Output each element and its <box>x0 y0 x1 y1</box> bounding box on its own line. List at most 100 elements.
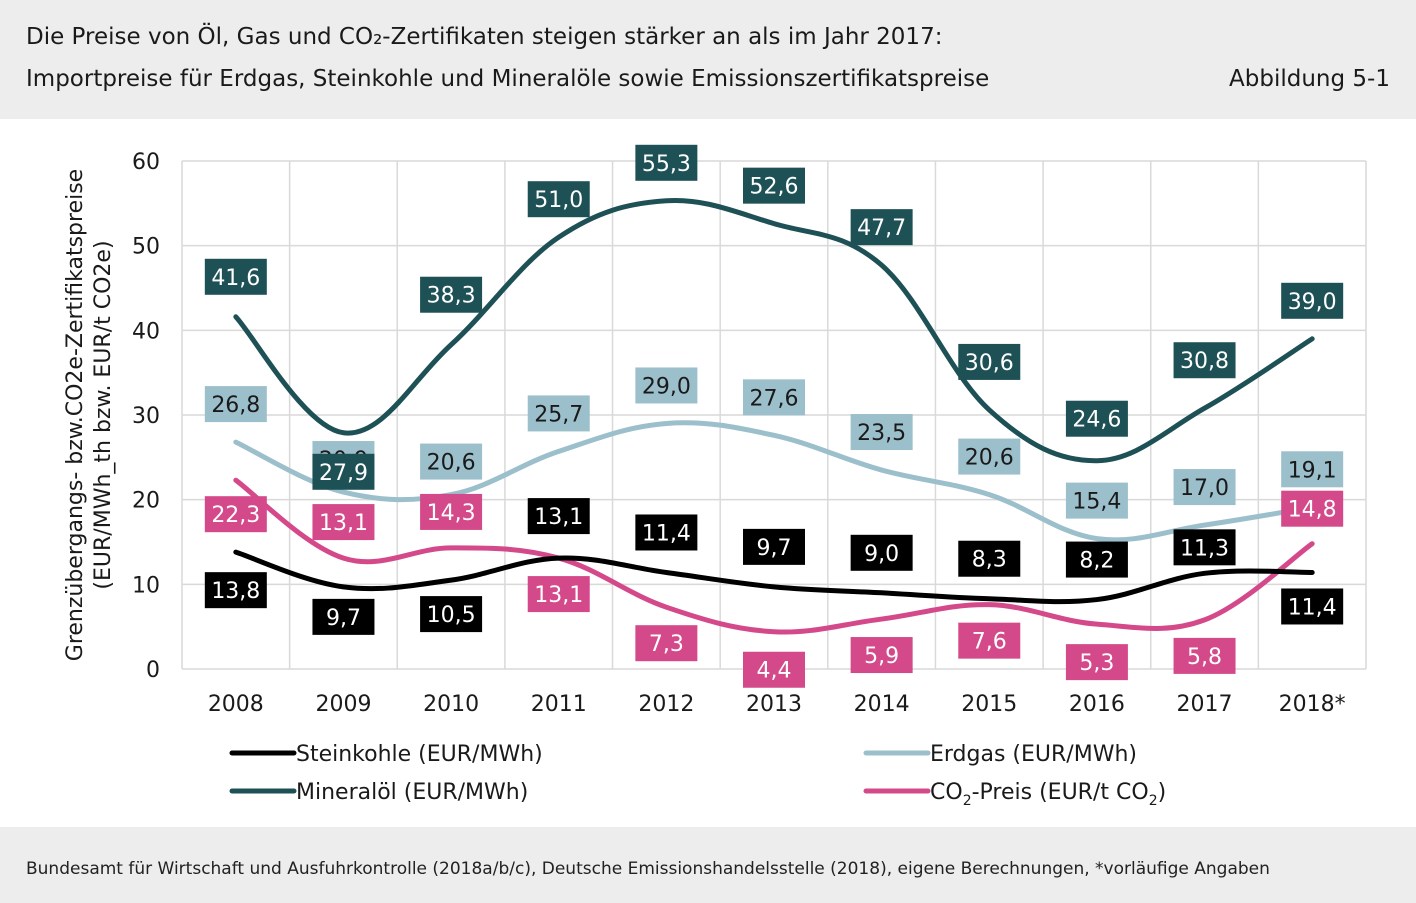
figure-label: Abbildung 5-1 <box>1229 66 1390 92</box>
data-label-box <box>527 576 590 613</box>
data-label-text: 30,6 <box>965 351 1014 376</box>
data-label-box <box>850 414 913 451</box>
data-label-text: 13,8 <box>211 579 260 604</box>
source-note: Bundesamt für Wirtschaft und Ausfuhrkont… <box>26 859 1270 879</box>
data-label-text: 13,1 <box>534 505 583 530</box>
data-label-box <box>204 496 267 533</box>
data-label-text: 11,4 <box>642 521 691 546</box>
data-label-box <box>312 504 375 541</box>
data-label-steinkohle: 11,4 <box>1281 588 1344 625</box>
data-label-box <box>1281 490 1344 527</box>
data-label-mineraloel: 39,0 <box>1281 282 1344 319</box>
legend-item-mineraloel: Mineralöl (EUR/MWh) <box>229 780 528 805</box>
legend-label: Erdgas (EUR/MWh) <box>930 742 1137 767</box>
data-label-text: 51,0 <box>534 188 583 213</box>
data-label-box <box>1065 482 1128 519</box>
data-label-box <box>1173 342 1236 379</box>
data-label-text: 15,4 <box>1072 490 1121 515</box>
data-label-box <box>1173 529 1236 566</box>
data-label-co2: 7,6 <box>958 622 1021 659</box>
data-label-text: 23,5 <box>857 421 906 446</box>
data-label-box <box>743 167 805 204</box>
data-label-text: 8,2 <box>1079 549 1114 574</box>
data-label-box <box>958 622 1021 659</box>
data-label-text: 38,3 <box>427 284 476 309</box>
data-label-steinkohle: 13,8 <box>204 572 267 609</box>
x-tick-label: 2013 <box>746 692 802 717</box>
data-label-box <box>420 443 483 480</box>
data-label-text: 52,6 <box>750 175 799 200</box>
data-label-steinkohle: 11,3 <box>1173 529 1236 566</box>
data-label-text: 9,0 <box>864 542 899 567</box>
data-label-text: 8,3 <box>972 548 1007 573</box>
data-label-text: 26,8 <box>211 393 260 418</box>
data-label-box <box>527 395 590 432</box>
data-label-co2: 13,1 <box>527 576 590 613</box>
x-axis: 2008 2009 2010 2011 2012 2013 2014 2015 2016 2017… <box>208 692 1346 717</box>
data-label-steinkohle: 13,1 <box>527 498 590 535</box>
data-label-erdgas: 20,6 <box>420 443 483 480</box>
data-labels: 26,820,920,625,729,027,623,520,615,417,0… <box>204 144 1344 688</box>
data-label-box <box>958 438 1021 475</box>
data-label-co2: 13,1 <box>312 504 375 541</box>
x-tick-label: 2010 <box>423 692 479 717</box>
data-label-steinkohle: 8,3 <box>958 540 1021 577</box>
data-label-box <box>958 343 1021 380</box>
y-tick-label: 60 <box>132 150 160 175</box>
x-tick-label: 2016 <box>1069 692 1125 717</box>
data-label-box <box>635 514 698 551</box>
data-label-erdgas: 26,8 <box>204 386 267 423</box>
legend-item-co2: CO2-Preis (EUR/t CO2) <box>863 780 1166 809</box>
data-label-text: 5,3 <box>1079 651 1114 676</box>
data-label-text: 14,8 <box>1288 498 1337 523</box>
legend-label: CO2-Preis (EUR/t CO2) <box>930 780 1166 809</box>
data-label-box <box>527 498 590 535</box>
data-label-mineraloel: 38,3 <box>420 276 483 313</box>
header: Die Preise von Öl, Gas und CO₂-Zertifika… <box>0 0 1416 112</box>
data-label-erdgas: 29,0 <box>635 367 698 404</box>
data-label-text: 4,4 <box>757 659 792 684</box>
data-label-box <box>1173 469 1236 506</box>
data-label-erdgas: 23,5 <box>850 414 913 451</box>
data-label-steinkohle: 10,5 <box>420 596 483 633</box>
x-tick-label: 2012 <box>638 692 694 717</box>
x-tick-label: 2014 <box>854 692 910 717</box>
data-label-text: 14,3 <box>427 501 476 526</box>
data-label-text: 29,0 <box>642 374 691 399</box>
data-label-box <box>958 540 1021 577</box>
data-label-steinkohle: 8,2 <box>1065 541 1128 578</box>
y-axis: 0 10 20 30 40 50 60 <box>132 150 160 683</box>
data-label-box <box>1281 451 1344 488</box>
data-label-box <box>850 534 913 571</box>
data-label-text: 55,3 <box>642 152 691 177</box>
series-lines <box>233 198 1315 635</box>
data-label-text: 27,9 <box>319 461 368 486</box>
data-label-box <box>420 596 483 633</box>
data-label-box <box>1173 637 1236 674</box>
legend: Steinkohle (EUR/MWh) Mineralöl (EUR/MWh) E… <box>229 742 1166 809</box>
data-label-box <box>850 637 913 674</box>
x-tick-label: 2018* <box>1279 692 1346 717</box>
data-label-text: 24,6 <box>1072 408 1121 433</box>
data-label-co2: 7,3 <box>635 625 698 662</box>
data-label-box <box>204 258 267 295</box>
data-label-text: 19,1 <box>1288 458 1337 483</box>
data-label-steinkohle: 9,7 <box>312 598 375 635</box>
data-label-text: 47,7 <box>857 216 906 241</box>
data-label-text: 25,7 <box>534 402 583 427</box>
data-label-text: 5,8 <box>1187 645 1222 670</box>
data-label-box <box>312 453 375 490</box>
y-axis-label: Grenzübergangs- bzw.CO2e-Zertifikatsprei… <box>63 169 88 661</box>
data-label-mineraloel: 51,0 <box>527 181 590 218</box>
legend-label: Mineralöl (EUR/MWh) <box>296 780 528 805</box>
data-label-co2: 5,9 <box>850 637 913 674</box>
data-label-text: 13,1 <box>534 583 583 608</box>
x-tick-label: 2017 <box>1177 692 1233 717</box>
legend-item-steinkohle: Steinkohle (EUR/MWh) <box>229 742 543 767</box>
data-label-box <box>527 181 590 218</box>
data-label-text: 17,0 <box>1180 476 1229 501</box>
data-label-text: 30,8 <box>1180 349 1229 374</box>
series-line-erdgas <box>233 420 1315 543</box>
data-label-mineraloel: 30,8 <box>1173 342 1236 379</box>
